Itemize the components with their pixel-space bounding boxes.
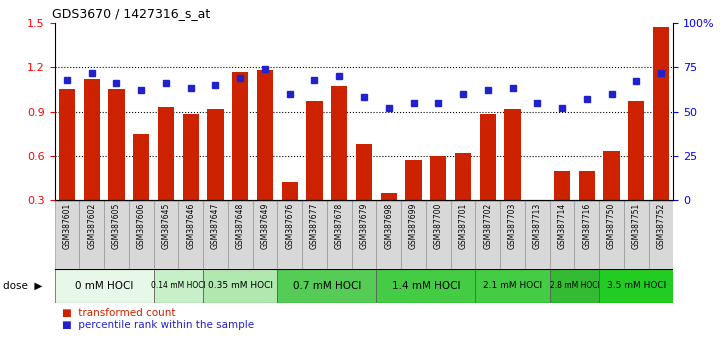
Text: GSM387646: GSM387646 xyxy=(186,203,195,249)
Bar xyxy=(356,144,372,200)
Bar xyxy=(331,86,347,200)
Bar xyxy=(232,72,248,200)
Bar xyxy=(108,89,124,200)
Bar xyxy=(624,200,649,269)
Bar xyxy=(277,269,376,303)
Bar xyxy=(55,269,154,303)
Bar xyxy=(550,269,599,303)
Text: GSM387602: GSM387602 xyxy=(87,203,96,249)
Bar xyxy=(154,269,203,303)
Bar xyxy=(253,200,277,269)
Text: GSM387713: GSM387713 xyxy=(533,203,542,249)
Text: GSM387702: GSM387702 xyxy=(483,203,492,249)
Bar xyxy=(158,107,174,200)
Bar xyxy=(302,200,327,269)
Text: GDS3670 / 1427316_s_at: GDS3670 / 1427316_s_at xyxy=(52,7,210,21)
Bar xyxy=(451,200,475,269)
Text: GSM387677: GSM387677 xyxy=(310,203,319,249)
Bar xyxy=(525,200,550,269)
Text: GSM387714: GSM387714 xyxy=(558,203,566,249)
Bar xyxy=(505,109,521,200)
Bar xyxy=(178,200,203,269)
Text: 0.14 mM HOCl: 0.14 mM HOCl xyxy=(151,281,206,290)
Text: ■  percentile rank within the sample: ■ percentile rank within the sample xyxy=(62,320,254,330)
Text: GSM387649: GSM387649 xyxy=(261,203,269,249)
Bar xyxy=(257,70,273,200)
Text: GSM387750: GSM387750 xyxy=(607,203,616,249)
Text: 2.1 mM HOCl: 2.1 mM HOCl xyxy=(483,281,542,290)
Text: GSM387701: GSM387701 xyxy=(459,203,467,249)
Bar xyxy=(327,200,352,269)
Text: 0 mM HOCl: 0 mM HOCl xyxy=(75,281,133,291)
Bar xyxy=(401,200,426,269)
Text: GSM387601: GSM387601 xyxy=(63,203,71,249)
Text: 0.35 mM HOCl: 0.35 mM HOCl xyxy=(207,281,273,290)
Bar xyxy=(430,156,446,200)
Bar xyxy=(203,269,277,303)
Bar xyxy=(228,200,253,269)
Text: GSM387698: GSM387698 xyxy=(384,203,393,249)
Text: GSM387678: GSM387678 xyxy=(335,203,344,249)
Bar xyxy=(133,133,149,200)
Bar xyxy=(574,200,599,269)
Text: 3.5 mM HOCl: 3.5 mM HOCl xyxy=(606,281,666,290)
Bar xyxy=(154,200,178,269)
Bar xyxy=(55,200,79,269)
Text: GSM387751: GSM387751 xyxy=(632,203,641,249)
Bar xyxy=(653,28,669,200)
Text: 0.7 mM HOCl: 0.7 mM HOCl xyxy=(293,281,361,291)
Bar xyxy=(282,182,298,200)
Text: 1.4 mM HOCl: 1.4 mM HOCl xyxy=(392,281,460,291)
Bar xyxy=(129,200,154,269)
Text: GSM387648: GSM387648 xyxy=(236,203,245,249)
Bar xyxy=(426,200,451,269)
Bar xyxy=(352,200,376,269)
Bar xyxy=(529,200,545,203)
Bar xyxy=(455,153,471,200)
Bar xyxy=(554,171,570,200)
Bar xyxy=(203,200,228,269)
Text: 2.8 mM HOCl: 2.8 mM HOCl xyxy=(550,281,599,290)
Bar xyxy=(550,200,574,269)
Bar xyxy=(376,200,401,269)
Bar xyxy=(104,200,129,269)
Text: ■  transformed count: ■ transformed count xyxy=(62,308,175,318)
Bar xyxy=(475,200,500,269)
Bar xyxy=(628,101,644,200)
Bar xyxy=(579,171,595,200)
Text: GSM387676: GSM387676 xyxy=(285,203,294,249)
Text: GSM387647: GSM387647 xyxy=(211,203,220,249)
Text: GSM387752: GSM387752 xyxy=(657,203,665,249)
Text: GSM387703: GSM387703 xyxy=(508,203,517,249)
Text: dose  ▶: dose ▶ xyxy=(3,281,42,291)
Bar xyxy=(306,101,323,200)
Bar xyxy=(381,193,397,200)
Text: GSM387679: GSM387679 xyxy=(360,203,368,249)
Bar xyxy=(405,160,422,200)
Bar xyxy=(604,152,620,200)
Bar xyxy=(376,269,475,303)
Bar xyxy=(84,79,100,200)
Bar xyxy=(79,200,104,269)
Text: GSM387606: GSM387606 xyxy=(137,203,146,249)
Bar xyxy=(500,200,525,269)
Text: GSM387645: GSM387645 xyxy=(162,203,170,249)
Text: GSM387700: GSM387700 xyxy=(434,203,443,249)
Bar xyxy=(59,89,75,200)
Bar xyxy=(475,269,550,303)
Bar xyxy=(207,109,223,200)
Bar xyxy=(277,200,302,269)
Bar xyxy=(599,200,624,269)
Bar xyxy=(183,114,199,200)
Bar xyxy=(649,200,673,269)
Text: GSM387699: GSM387699 xyxy=(409,203,418,249)
Text: GSM387716: GSM387716 xyxy=(582,203,591,249)
Bar xyxy=(599,269,673,303)
Bar xyxy=(480,114,496,200)
Text: GSM387605: GSM387605 xyxy=(112,203,121,249)
